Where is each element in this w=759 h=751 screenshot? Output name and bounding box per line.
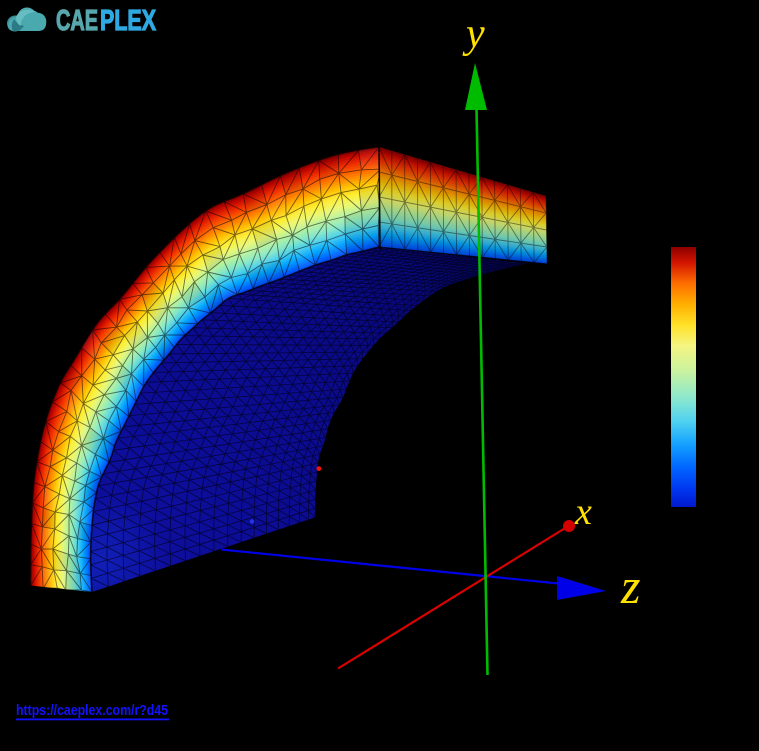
svg-text:z: z: [620, 558, 640, 614]
svg-text:y: y: [462, 11, 485, 57]
svg-text:https://caeplex.com/r?d45: https://caeplex.com/r?d45: [16, 702, 168, 719]
svg-text:x: x: [574, 491, 592, 533]
svg-text:CAE: CAE: [56, 5, 98, 37]
svg-text:PLEX: PLEX: [100, 5, 156, 37]
